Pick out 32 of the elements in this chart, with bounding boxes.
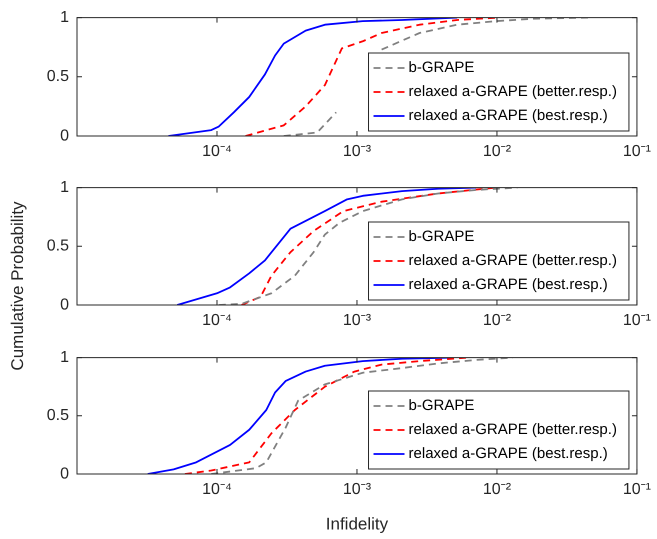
x-tick-label: 10⁻⁴ — [202, 312, 232, 330]
x-tick-label: 10⁻² — [482, 481, 512, 498]
y-tick-label: 0.5 — [46, 238, 70, 255]
y-tick-label: 1 — [60, 179, 70, 196]
y-tick-label: 0 — [60, 296, 70, 314]
y-tick-label: 0 — [60, 127, 70, 144]
legend-label: relaxed a-GRAPE (better.resp.) — [408, 252, 617, 270]
x-tick-label: 10⁻² — [482, 143, 512, 160]
legend-label: b-GRAPE — [408, 228, 474, 246]
y-tick-label: 0.5 — [46, 407, 70, 424]
legend-label: relaxed a-GRAPE (best.resp.) — [408, 276, 608, 294]
y-axis-title: Cumulative Probability — [8, 201, 28, 370]
x-tick-label: 10⁻¹ — [622, 143, 651, 160]
y-tick-label: 0 — [60, 465, 70, 482]
legend-label: relaxed a-GRAPE (best.resp.) — [408, 445, 608, 462]
y-tick-label: 1 — [60, 349, 70, 366]
x-axis-title: Infidelity — [326, 514, 389, 534]
y-tick-label: 0.5 — [46, 68, 70, 86]
x-tick-label: 10⁻³ — [342, 481, 372, 498]
x-tick-label: 10⁻³ — [342, 143, 372, 160]
x-tick-label: 10⁻¹ — [622, 481, 651, 498]
legend-label: b-GRAPE — [408, 59, 474, 76]
legend-label: relaxed a-GRAPE (better.resp.) — [408, 83, 617, 100]
x-tick-label: 10⁻² — [482, 312, 512, 330]
x-tick-label: 10⁻⁴ — [202, 481, 232, 498]
x-tick-label: 10⁻¹ — [622, 312, 651, 330]
y-tick-label: 1 — [60, 9, 70, 26]
x-tick-label: 10⁻³ — [342, 312, 372, 330]
legend-label: b-GRAPE — [408, 397, 474, 414]
legend-label: relaxed a-GRAPE (best.resp.) — [408, 107, 608, 124]
legend-label: relaxed a-GRAPE (better.resp.) — [408, 421, 617, 438]
x-tick-label: 10⁻⁴ — [202, 143, 232, 160]
